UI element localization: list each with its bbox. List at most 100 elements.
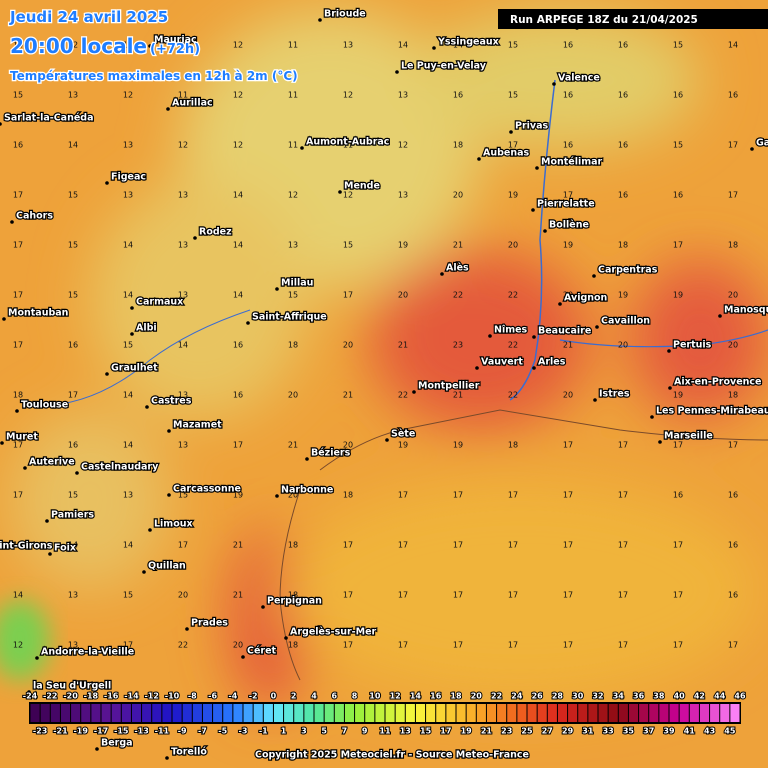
city-dot — [475, 366, 479, 370]
scale-cell — [101, 704, 111, 722]
temperature-value: 19 — [673, 391, 683, 400]
scale-cell — [142, 704, 152, 722]
temperature-value: 16 — [673, 191, 683, 200]
scale-top-label: -10 — [165, 692, 180, 701]
city-dot — [246, 321, 250, 325]
city-label: Privas — [515, 121, 549, 132]
city-label: Montpellier — [418, 381, 480, 392]
temperature-value: 11 — [178, 41, 188, 50]
temperature-value: 17 — [728, 191, 738, 200]
scale-cell — [253, 704, 263, 722]
city-label: Castelnaudary — [81, 462, 159, 473]
temperature-value: 16 — [68, 441, 78, 450]
scale-bottom-label: 11 — [379, 727, 391, 736]
city-dot — [105, 181, 109, 185]
city-dot — [318, 18, 322, 22]
city-label: Mauriac — [154, 35, 197, 46]
temperature-value: 17 — [343, 291, 353, 300]
temperature-value: 17 — [68, 391, 78, 400]
city-label: Millau — [281, 278, 313, 289]
scale-cell — [355, 704, 365, 722]
city-dot — [552, 82, 556, 86]
temperature-value: 19 — [508, 191, 518, 200]
temperature-value: 17 — [673, 441, 683, 450]
city-dot — [0, 441, 4, 445]
scale-top-label: -12 — [144, 692, 158, 701]
scale-bottom-label: 27 — [542, 727, 553, 736]
temperature-value: 17 — [453, 641, 463, 650]
city-label: Figeac — [111, 172, 146, 183]
run-label: Run ARPEGE 18Z du 21/04/2025 — [510, 14, 698, 26]
scale-cell — [334, 704, 344, 722]
scale-top-label: 26 — [532, 692, 544, 701]
city-label: Les Pennes-Mirabeau — [656, 406, 768, 417]
city-dot — [95, 747, 99, 751]
city-label: Cavaillon — [601, 316, 650, 327]
scale-cell — [415, 704, 426, 722]
temperature-value: 12 — [288, 191, 298, 200]
city-label: Aurillac — [172, 98, 213, 109]
scale-cell — [628, 704, 639, 722]
scale-top-label: 36 — [633, 692, 645, 701]
temperature-value: 17 — [398, 541, 408, 550]
scale-cell — [608, 704, 618, 722]
scale-cell — [669, 704, 679, 722]
scale-top-label: 32 — [592, 692, 603, 701]
temperature-value: 13 — [123, 191, 133, 200]
scale-top-label: -20 — [63, 692, 78, 701]
city-dot — [27, 690, 31, 694]
city-label: Torelló — [171, 747, 207, 758]
temperature-value: 19 — [453, 441, 463, 450]
city-dot — [10, 220, 14, 224]
city-dot — [543, 229, 547, 233]
city-label: Marseille — [664, 431, 713, 442]
temperature-value: 22 — [398, 391, 408, 400]
temperature-value: 19 — [233, 491, 243, 500]
city-dot — [432, 46, 436, 50]
scale-bottom-label: 15 — [420, 727, 432, 736]
city-label: Carcassonne — [173, 484, 241, 495]
scale-cell — [294, 704, 304, 722]
scale-top-label: 44 — [714, 692, 726, 701]
scale-top-label: -6 — [208, 692, 217, 701]
scale-top-label: 18 — [450, 692, 462, 701]
city-dot — [23, 466, 27, 470]
temperature-value: 15 — [123, 591, 133, 600]
temperature-value: 17 — [728, 441, 738, 450]
scale-cell — [71, 704, 81, 722]
temperature-value: 14 — [398, 41, 408, 50]
temperature-value: 18 — [728, 241, 738, 250]
city-dot — [185, 627, 189, 631]
scale-cell — [588, 704, 598, 722]
temperature-value: 13 — [398, 91, 408, 100]
temperature-value: 18 — [508, 441, 518, 450]
temperature-value: 22 — [508, 341, 518, 350]
scale-cell — [385, 704, 395, 722]
color-scale: -24 -22 -20 -18 -16 -14 -12 -10 -8 -6 -4 -2 0 2 4 6 8 10 1… — [22, 691, 747, 737]
temperature-value: 21 — [453, 391, 463, 400]
city-dot — [261, 605, 265, 609]
scale-cell — [578, 704, 588, 722]
city-dot — [75, 471, 79, 475]
scale-cell — [507, 704, 517, 722]
temperature-value: 19 — [618, 291, 628, 300]
city-dot — [385, 438, 389, 442]
scale-bottom-label: 37 — [643, 727, 654, 736]
temperature-value: 14 — [233, 191, 243, 200]
scale-cell — [233, 704, 243, 722]
city-dot — [412, 390, 416, 394]
scale-bottom-label: -11 — [155, 727, 170, 736]
city-dot — [395, 70, 399, 74]
temperature-value: 14 — [123, 291, 133, 300]
scale-cell — [456, 704, 466, 722]
city-label: Sète — [391, 429, 415, 440]
city-label: la Seu d'Urgell — [33, 681, 111, 692]
city-dot — [650, 415, 654, 419]
scale-cell — [162, 704, 172, 722]
temperature-value: 20 — [453, 191, 463, 200]
city-label: Bollène — [549, 220, 589, 231]
temperature-value: 17 — [178, 541, 188, 550]
temperature-value: 16 — [618, 141, 628, 150]
scale-bottom-label: -3 — [239, 727, 248, 736]
date: Jeudi 24 avril 2025 — [9, 8, 168, 26]
